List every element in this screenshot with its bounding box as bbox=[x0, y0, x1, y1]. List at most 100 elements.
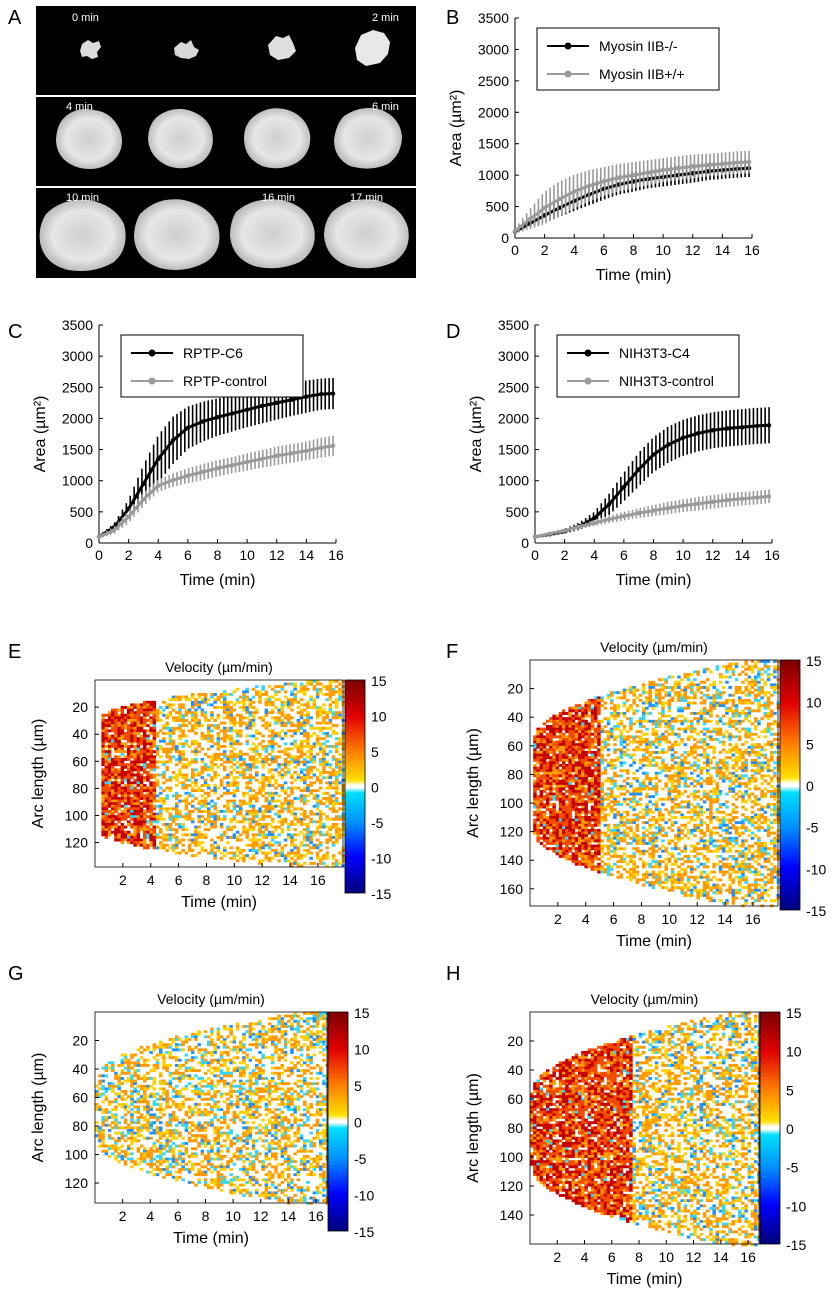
heatmap-cell bbox=[239, 851, 243, 855]
heatmap-cell bbox=[616, 836, 620, 840]
heatmap-cell bbox=[638, 792, 643, 796]
heatmap-cell bbox=[149, 781, 153, 785]
heatmap-cell bbox=[181, 838, 185, 842]
heatmap-cell bbox=[325, 817, 329, 821]
heatmap-cell bbox=[216, 786, 221, 790]
heatmap-cell bbox=[638, 766, 643, 770]
heatmap-cell bbox=[574, 714, 579, 718]
heatmap-cell bbox=[235, 836, 240, 839]
heatmap-cell bbox=[101, 768, 105, 772]
heatmap-cell bbox=[139, 815, 144, 819]
heatmap-cell bbox=[274, 799, 278, 803]
heatmap-cell bbox=[239, 812, 243, 816]
heatmap-cell bbox=[562, 725, 566, 728]
heatmap-cell bbox=[571, 800, 576, 804]
heatmap-cell bbox=[303, 854, 307, 858]
heatmap-cell bbox=[175, 830, 179, 834]
heatmap-cell bbox=[239, 765, 243, 769]
heatmap-cell bbox=[175, 851, 179, 855]
heatmap-cell bbox=[552, 779, 556, 783]
heatmap-cell bbox=[555, 764, 560, 767]
heatmap-cell bbox=[239, 755, 243, 759]
heatmap-cell bbox=[175, 804, 179, 808]
heatmap-cell bbox=[626, 862, 630, 866]
heatmap-cell bbox=[261, 846, 265, 850]
heatmap-cell bbox=[622, 823, 627, 827]
heatmap-cell bbox=[296, 700, 301, 704]
heatmap-cell bbox=[133, 724, 137, 728]
heatmap-cell bbox=[139, 708, 144, 712]
heatmap-cell bbox=[181, 786, 185, 790]
heatmap-cell bbox=[568, 808, 572, 812]
heatmap-cell bbox=[632, 875, 636, 879]
heatmap-cell bbox=[203, 778, 208, 782]
heatmap-cell bbox=[309, 812, 313, 816]
heatmap-cell bbox=[136, 807, 141, 811]
heatmap-cell bbox=[267, 851, 272, 855]
heatmap-cell bbox=[338, 682, 342, 686]
heatmap-cell bbox=[558, 818, 563, 822]
heatmap-cell bbox=[203, 765, 208, 769]
heatmap-cell bbox=[539, 740, 544, 744]
heatmap-cell bbox=[200, 713, 205, 717]
heatmap-cell bbox=[168, 815, 173, 819]
heatmap-cell bbox=[168, 706, 173, 709]
heatmap-cell bbox=[114, 815, 118, 819]
heatmap-cell bbox=[261, 843, 265, 847]
heatmap-cell bbox=[303, 778, 307, 782]
heatmap-cell bbox=[629, 727, 633, 731]
heatmap-cell bbox=[574, 839, 579, 843]
heatmap-cell bbox=[207, 765, 211, 769]
heatmap-cell bbox=[123, 799, 128, 803]
heatmap-cell bbox=[117, 747, 121, 751]
data-point bbox=[636, 467, 641, 472]
heatmap-cell bbox=[632, 847, 636, 851]
heatmap-cell bbox=[549, 730, 553, 734]
heatmap-cell bbox=[194, 719, 198, 722]
heatmap-cell bbox=[226, 758, 230, 761]
heatmap-cell bbox=[622, 745, 627, 749]
heatmap-cell bbox=[299, 724, 304, 728]
heatmap-cell bbox=[210, 724, 214, 728]
heatmap-cell bbox=[159, 797, 163, 800]
heatmap-cell bbox=[542, 730, 547, 734]
heatmap-cell bbox=[136, 763, 141, 767]
heatmap-cell bbox=[261, 739, 265, 743]
heatmap-cell bbox=[127, 750, 131, 754]
heatmap-cell bbox=[549, 727, 553, 731]
heatmap-cell bbox=[175, 784, 179, 787]
heatmap-cell bbox=[245, 739, 249, 743]
heatmap-cell bbox=[613, 816, 617, 819]
heatmap-cell bbox=[226, 706, 230, 709]
heatmap-cell bbox=[546, 829, 550, 832]
heatmap-cell bbox=[123, 763, 128, 767]
x-tick-label: 8 bbox=[650, 547, 658, 563]
heatmap-cell bbox=[603, 816, 608, 819]
heatmap-cell bbox=[536, 823, 540, 827]
x-axis-label: Time (min) bbox=[180, 572, 256, 589]
heatmap-cell bbox=[552, 756, 556, 760]
data-point bbox=[621, 514, 627, 519]
heatmap-cell bbox=[606, 764, 611, 767]
heatmap-cell bbox=[584, 805, 588, 809]
heatmap-cell bbox=[203, 695, 208, 699]
heatmap-cell bbox=[610, 706, 614, 710]
heatmap-cell bbox=[619, 821, 624, 825]
heatmap-cell bbox=[155, 825, 160, 829]
heatmap-cell bbox=[171, 828, 176, 832]
data-point bbox=[527, 216, 533, 222]
heatmap-cell bbox=[587, 839, 592, 843]
heatmap-cell bbox=[590, 756, 595, 760]
heatmap-cell bbox=[216, 698, 221, 702]
heatmap-cell bbox=[331, 802, 336, 806]
heatmap-cell bbox=[568, 818, 572, 822]
heatmap-cell bbox=[539, 795, 544, 799]
heatmap-cell bbox=[184, 786, 189, 790]
heatmap-cell bbox=[175, 797, 179, 800]
heatmap-cell bbox=[296, 747, 301, 751]
heatmap-cell bbox=[613, 764, 617, 767]
heatmap-cell bbox=[546, 727, 550, 731]
heatmap-cell bbox=[629, 792, 633, 796]
heatmap-cell bbox=[549, 725, 553, 728]
heatmap-cell bbox=[629, 725, 633, 728]
